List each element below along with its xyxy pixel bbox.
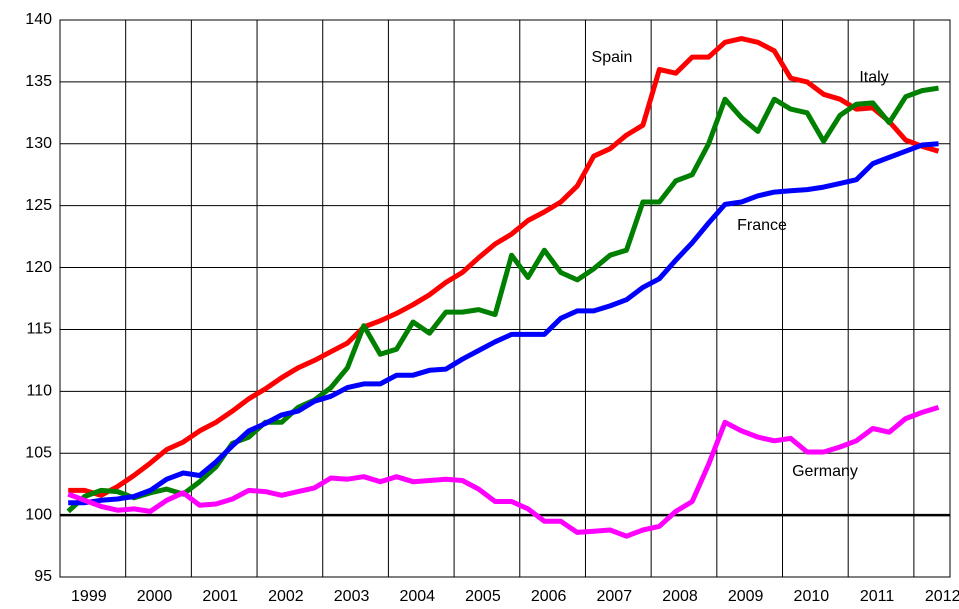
- series-label: Spain: [592, 49, 633, 66]
- y-tick-label: 95: [34, 568, 52, 585]
- x-tick-label: 2009: [728, 588, 764, 605]
- x-tick-label: 2001: [202, 588, 238, 605]
- x-tick-label: 2010: [794, 588, 830, 605]
- x-tick-label: 1999: [71, 588, 107, 605]
- series-label: France: [737, 217, 787, 234]
- x-tick-label: 2011: [860, 588, 895, 605]
- y-tick-label: 125: [25, 197, 52, 214]
- series-label: Germany: [792, 463, 858, 480]
- y-tick-label: 130: [25, 135, 52, 152]
- y-tick-label: 105: [25, 444, 52, 461]
- x-tick-label: 2007: [597, 588, 633, 605]
- x-tick-label: 2003: [334, 588, 370, 605]
- y-tick-label: 140: [25, 11, 52, 28]
- y-tick-label: 135: [25, 73, 52, 90]
- x-tick-label: 2012: [925, 588, 959, 605]
- y-tick-label: 120: [25, 259, 52, 276]
- x-tick-label: 2005: [465, 588, 501, 605]
- x-tick-label: 2002: [268, 588, 304, 605]
- x-tick-label: 2008: [662, 588, 698, 605]
- x-tick-label: 2004: [399, 588, 435, 605]
- y-tick-label: 110: [26, 383, 52, 400]
- y-tick-label: 115: [26, 321, 52, 338]
- series-line: [68, 141, 939, 506]
- x-tick-label: 2006: [531, 588, 567, 605]
- x-tick-label: 2000: [137, 588, 173, 605]
- plot-frame: [59, 19, 951, 578]
- series-line: [67, 405, 940, 539]
- series-line: [68, 36, 940, 498]
- y-tick-label: 100: [25, 506, 52, 523]
- series-line: [66, 85, 939, 514]
- series-label: Italy: [859, 69, 888, 86]
